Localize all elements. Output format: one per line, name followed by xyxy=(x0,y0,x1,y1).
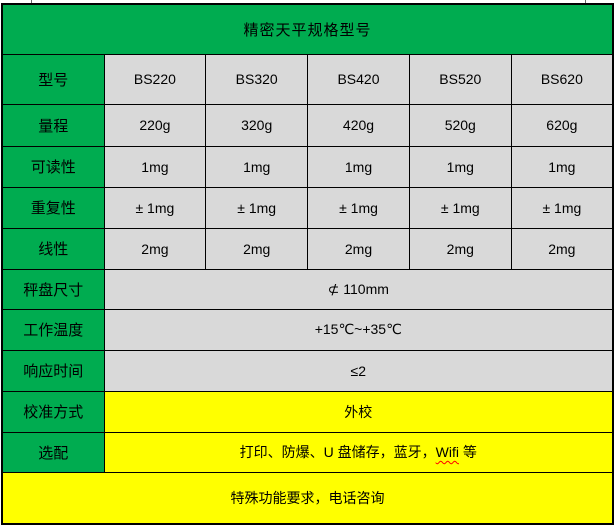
readability-cell: 1mg xyxy=(307,145,410,188)
readability-cell: 1mg xyxy=(510,145,614,188)
repeatability-cell: ± 1mg xyxy=(103,186,207,229)
gridline-artifact-right xyxy=(585,0,586,3)
spec-table: 精密天平规格型号 型号 BS220 BS320 BS420 BS520 BS62… xyxy=(1,3,614,525)
capacity-row: 量程 220g 320g 420g 520g 620g xyxy=(1,103,614,147)
row-label-optional: 选配 xyxy=(1,431,105,473)
readability-cell: 1mg xyxy=(205,145,309,188)
row-label-calibration: 校准方式 xyxy=(1,390,105,433)
table-header-row: 精密天平规格型号 xyxy=(1,3,614,55)
optional-value: 打印、防爆、U 盘储存，蓝牙，Wifi 等 xyxy=(103,431,614,473)
model-cell: BS420 xyxy=(307,53,410,105)
gridline-artifact-left xyxy=(31,0,32,3)
optional-row: 选配 打印、防爆、U 盘储存，蓝牙，Wifi 等 xyxy=(1,431,614,473)
wifi-spellcheck-text: Wifi xyxy=(435,444,459,460)
response-time-value: ≤2 xyxy=(103,349,614,392)
model-cell: BS320 xyxy=(205,53,309,105)
row-label-working-temp: 工作温度 xyxy=(1,308,105,351)
model-cell: BS620 xyxy=(510,53,614,105)
footer-row: 特殊功能要求，电话咨询 xyxy=(1,471,614,525)
pan-size-value: ⊄ 110mm xyxy=(103,268,614,310)
response-time-row: 响应时间 ≤2 xyxy=(1,349,614,392)
row-label-readability: 可读性 xyxy=(1,145,105,188)
table-title: 精密天平规格型号 xyxy=(1,3,614,55)
linearity-row: 线性 2mg 2mg 2mg 2mg 2mg xyxy=(1,227,614,270)
capacity-cell: 320g xyxy=(205,103,309,147)
calibration-value: 外校 xyxy=(103,390,614,433)
capacity-cell: 220g xyxy=(103,103,207,147)
calibration-row: 校准方式 外校 xyxy=(1,390,614,433)
working-temp-row: 工作温度 +15℃~+35℃ xyxy=(1,308,614,351)
row-label-repeatability: 重复性 xyxy=(1,186,105,229)
row-label-pan-size: 秤盘尺寸 xyxy=(1,268,105,310)
readability-cell: 1mg xyxy=(408,145,512,188)
readability-row: 可读性 1mg 1mg 1mg 1mg 1mg xyxy=(1,145,614,188)
capacity-cell: 620g xyxy=(510,103,614,147)
capacity-cell: 520g xyxy=(408,103,512,147)
model-row: 型号 BS220 BS320 BS420 BS520 BS620 xyxy=(1,53,614,105)
repeatability-cell: ± 1mg xyxy=(307,186,410,229)
repeatability-row: 重复性 ± 1mg ± 1mg ± 1mg ± 1mg ± 1mg xyxy=(1,186,614,229)
row-label-capacity: 量程 xyxy=(1,103,105,147)
model-cell: BS520 xyxy=(408,53,512,105)
model-cell: BS220 xyxy=(103,53,207,105)
repeatability-cell: ± 1mg xyxy=(205,186,309,229)
linearity-cell: 2mg xyxy=(307,227,410,270)
row-label-response-time: 响应时间 xyxy=(1,349,105,392)
readability-cell: 1mg xyxy=(103,145,207,188)
repeatability-cell: ± 1mg xyxy=(408,186,512,229)
linearity-cell: 2mg xyxy=(103,227,207,270)
working-temp-value: +15℃~+35℃ xyxy=(103,308,614,351)
linearity-cell: 2mg xyxy=(408,227,512,270)
optional-text-before: 打印、防爆、U 盘储存，蓝牙， xyxy=(239,444,436,460)
row-label-linearity: 线性 xyxy=(1,227,105,270)
repeatability-cell: ± 1mg xyxy=(510,186,614,229)
optional-text-after: 等 xyxy=(458,444,477,460)
linearity-cell: 2mg xyxy=(510,227,614,270)
pan-size-row: 秤盘尺寸 ⊄ 110mm xyxy=(1,268,614,310)
footer-note: 特殊功能要求，电话咨询 xyxy=(1,471,614,525)
linearity-cell: 2mg xyxy=(205,227,309,270)
row-label-model: 型号 xyxy=(1,53,105,105)
capacity-cell: 420g xyxy=(307,103,410,147)
